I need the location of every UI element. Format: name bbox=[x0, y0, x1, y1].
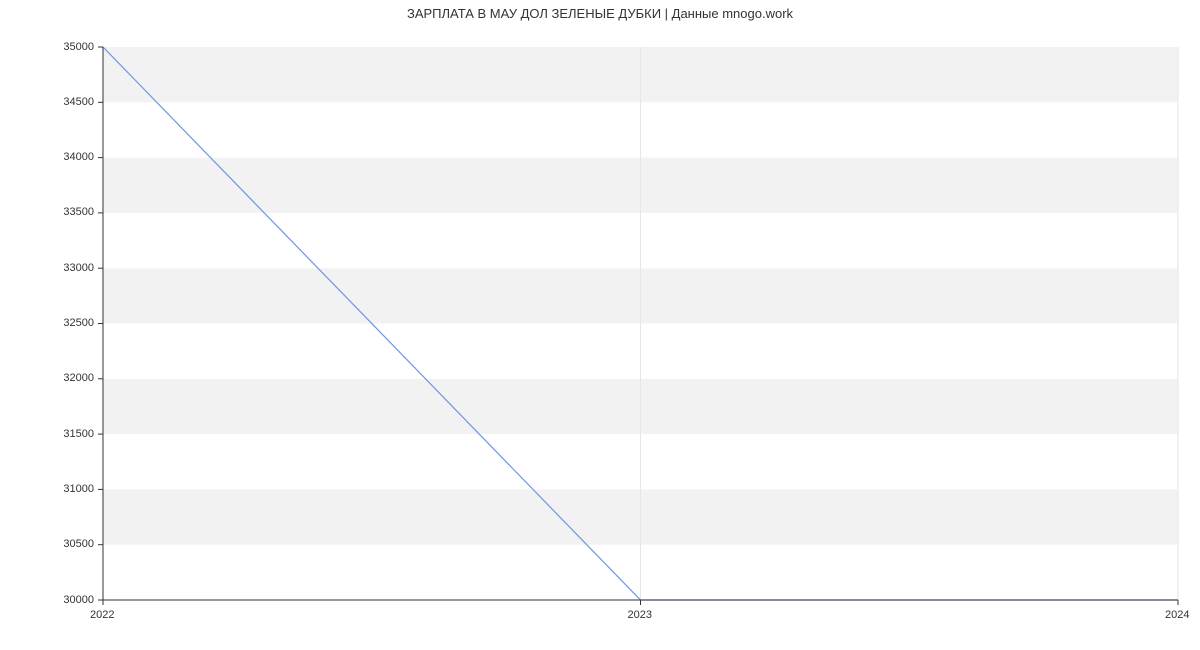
y-tick-label: 31000 bbox=[63, 483, 94, 495]
y-tick-label: 30000 bbox=[63, 594, 94, 606]
y-tick-label: 35000 bbox=[63, 41, 94, 53]
y-tick-label: 32000 bbox=[63, 372, 94, 384]
line-chart: ЗАРПЛАТА В МАУ ДОЛ ЗЕЛЕНЫЕ ДУБКИ | Данны… bbox=[0, 0, 1200, 650]
y-tick-label: 34500 bbox=[63, 96, 94, 108]
x-tick-label: 2024 bbox=[1165, 609, 1189, 621]
y-tick-label: 32500 bbox=[63, 317, 94, 329]
y-tick-label: 33000 bbox=[63, 262, 94, 274]
x-tick-label: 2022 bbox=[90, 609, 114, 621]
y-tick-label: 30500 bbox=[63, 538, 94, 550]
y-tick-label: 33500 bbox=[63, 206, 94, 218]
y-tick-label: 34000 bbox=[63, 151, 94, 163]
x-tick-label: 2023 bbox=[628, 609, 652, 621]
y-tick-label: 31500 bbox=[63, 428, 94, 440]
chart-svg bbox=[0, 0, 1200, 650]
